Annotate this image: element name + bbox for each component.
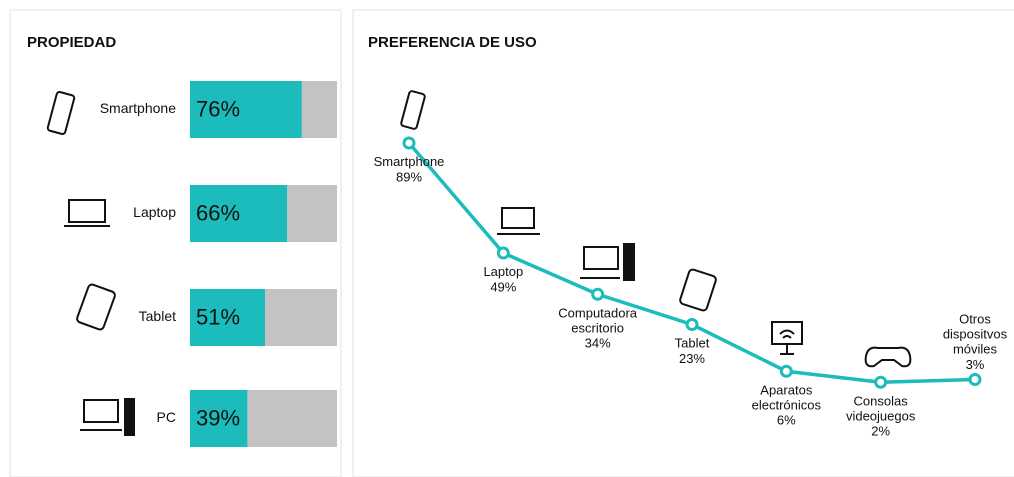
label-line: Tablet [675,336,710,351]
label-line: Laptop [483,264,523,279]
value-label: 2% [871,424,890,439]
panel [352,9,1014,477]
point [496,246,510,260]
category-label: Laptop [483,264,523,279]
point [874,375,888,389]
point [591,287,605,301]
category-label: Consolas videojuegos [846,394,916,424]
label-line: Otros [959,312,991,327]
chart-title: PROPIEDAD [27,34,116,51]
bar [190,390,248,447]
value-label: 51% [196,304,240,329]
point [685,318,699,331]
value-label: 76% [196,96,240,121]
value-label: 34% [585,336,611,351]
value-label: 6% [777,413,796,428]
category-label: Smartphone [374,154,445,169]
icons [46,90,912,436]
bar [190,185,288,242]
label-line: Aparatos [760,383,813,398]
bar [190,81,302,138]
panel [9,9,342,477]
category-label: Computadora escritorio [558,306,638,336]
category-label: Otros dispositvos móviles [943,312,1008,357]
category-label: Aparatos electrónicos [752,383,822,413]
value-label: 39% [196,405,240,430]
point [402,136,416,150]
label-line: dispositvos [943,327,1008,342]
category-label: PC [157,409,176,425]
category-label: Laptop [133,204,176,220]
point [968,373,982,386]
label-line: electrónicos [752,398,822,413]
value-label: 66% [196,200,240,225]
category-label: Tablet [139,308,176,324]
label-line: móviles [953,342,998,357]
value-label: 23% [679,351,705,366]
bar [190,289,265,346]
label-line: Computadora [558,306,638,321]
value-label: 3% [966,357,985,372]
label-line: Smartphone [374,154,445,169]
category-label: Smartphone [100,100,176,116]
label-line: escritorio [571,321,624,336]
value-label: 49% [490,279,516,294]
point [779,364,793,378]
category-label: Tablet [675,336,710,351]
chart-title: PREFERENCIA DE USO [368,34,537,51]
label-line: videojuegos [846,409,916,424]
value-label: 89% [396,169,422,184]
label-line: Consolas [854,394,909,409]
